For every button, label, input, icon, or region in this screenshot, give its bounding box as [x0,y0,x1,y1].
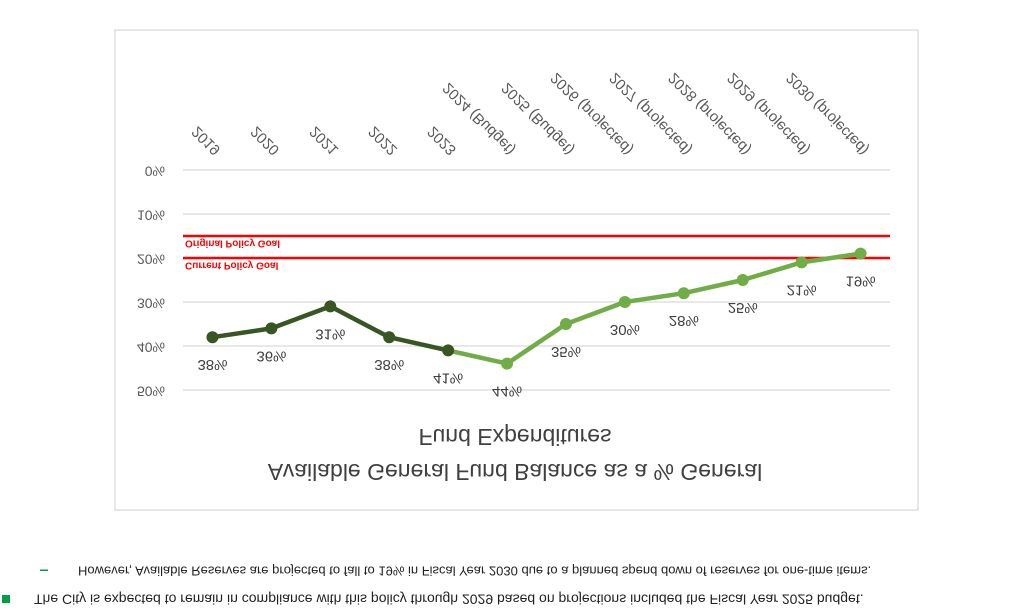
chart-frame [114,29,919,511]
line-segment [445,348,510,366]
bullet-text: The City is expected to remain in compli… [34,591,864,607]
line-segment [681,277,745,296]
line-segment [269,304,333,331]
line-segment [328,304,392,340]
data-label: 30% [610,321,640,338]
data-label: 28% [669,312,699,329]
data-point [265,322,278,335]
reference-label: Original Policy Goal [185,237,280,248]
data-label: 31% [315,325,345,342]
flipped-content: Available General Fund Balance as a % Ge… [2,29,919,607]
data-label: 35% [551,343,581,360]
data-point [324,300,337,313]
y-tick-label: 30% [137,295,165,311]
line-segment [740,260,804,283]
y-tick-label: 0% [145,163,165,179]
y-tick-label: 10% [137,207,165,223]
data-point [854,247,867,260]
data-point [206,331,219,344]
chart-title: Fund Expenditures [418,424,611,450]
data-label: 44% [492,383,522,400]
data-label: 19% [846,273,876,290]
reference-label: Current Policy Goal [185,259,279,270]
line-segment [622,290,687,305]
data-point [501,357,514,370]
y-tick-label: 50% [137,383,165,399]
sub-bullet-text: However, Available Reserves are projecte… [78,564,871,579]
line-segment [563,299,628,327]
data-label: 25% [728,299,758,316]
data-point [383,331,396,344]
chart-title: Available General Fund Balance as a % Ge… [268,459,762,485]
data-label: 38% [374,356,404,373]
data-label: 38% [197,356,227,373]
line-segment [504,321,569,366]
data-point [442,344,455,357]
data-label: 21% [787,281,817,298]
line-segment [386,334,451,353]
data-label: 36% [256,347,286,364]
line-segment [799,251,863,265]
data-point [618,296,631,308]
data-label: 41% [433,369,463,386]
data-point [559,318,572,330]
dash-icon [40,569,48,571]
data-point [795,256,808,269]
y-tick-label: 20% [137,251,165,267]
data-point [677,287,690,300]
y-tick-label: 40% [137,339,165,355]
data-point [736,274,749,286]
line-segment [210,326,274,340]
bullet-icon [2,595,10,603]
